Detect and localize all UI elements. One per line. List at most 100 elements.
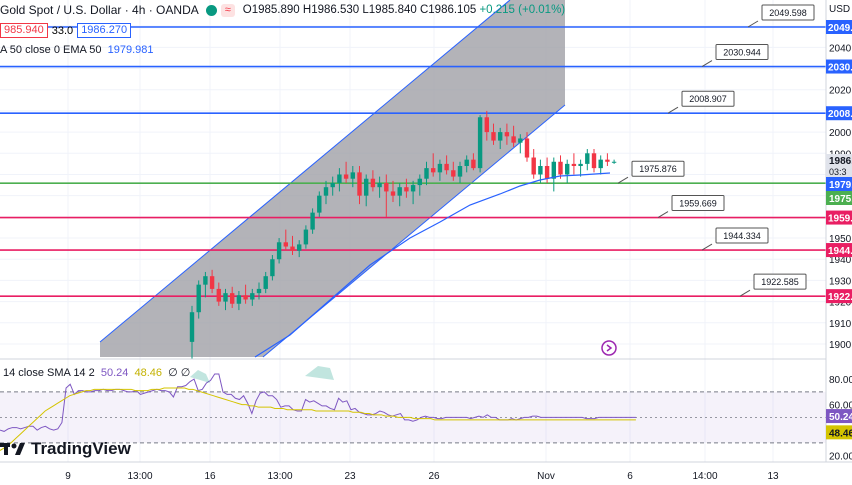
spread-value: 33.0	[51, 24, 74, 37]
candle-body	[531, 157, 536, 175]
candle-body	[431, 168, 436, 173]
rsi-legend[interactable]: 14 close SMA 14 2 50.24 48.46 ∅ ∅	[3, 366, 190, 379]
level-lines: 2049.598 2030.944 2008.907 1975.876 1959.669…	[0, 4, 826, 297]
candle-body	[578, 163, 583, 167]
time-tick: 16	[204, 471, 216, 482]
level-axis-tag	[826, 20, 852, 34]
ema-legend[interactable]: A 50 close 0 EMA 50 1979.981	[0, 44, 154, 56]
candle-body	[317, 195, 322, 213]
candle-body	[471, 159, 476, 169]
callout-pointer	[617, 176, 629, 184]
candle-body	[377, 182, 382, 188]
last-price-tag	[826, 154, 852, 178]
wave-icon[interactable]: ≈	[220, 3, 235, 17]
replay-icon-arrow	[606, 344, 613, 352]
symbol-title[interactable]: Gold Spot / U.S. Dollar · 4h · OANDA	[0, 3, 199, 17]
level-axis-value: 2008.	[828, 109, 852, 120]
buy-button[interactable]: 1986.270	[77, 23, 132, 38]
level-callout-box	[681, 90, 735, 107]
price-tick: 2040.0	[829, 43, 852, 54]
rsi-sma-axis-tag	[826, 425, 852, 440]
rsi-overbought-fill	[190, 370, 210, 383]
rsi-overbought-fill	[305, 366, 334, 380]
level-callout-box	[671, 195, 725, 212]
candle-body	[216, 288, 221, 302]
candle-body	[283, 242, 288, 247]
candle-body	[270, 259, 275, 277]
rsi-tick: 80.00	[829, 375, 852, 386]
tradingview-logo[interactable]: TradingView	[0, 439, 131, 459]
currency-label: USD	[829, 4, 850, 15]
time-axis: 9 13:00 16 13:00 23 26 Nov 6 14:00 13	[0, 461, 852, 482]
candle-body	[591, 153, 597, 169]
candle-body	[223, 293, 228, 302]
candle-body	[457, 166, 463, 177]
candle-body	[524, 138, 530, 158]
level-axis-value: 1944.	[828, 246, 852, 257]
time-tick: 26	[428, 471, 440, 482]
candle-body	[330, 182, 335, 188]
candle-body	[343, 174, 349, 179]
level-axis-tag	[826, 289, 852, 304]
candle-body	[203, 276, 208, 285]
time-tick: Nov	[537, 471, 555, 482]
logo-text: TradingView	[31, 439, 131, 458]
candle-body	[276, 242, 282, 260]
channel-upper-line	[99, 0, 511, 343]
callout-pointer	[739, 289, 751, 297]
candle-body	[297, 244, 302, 251]
candle-body	[451, 170, 456, 177]
level-callout-label: 1944.334	[723, 231, 761, 241]
ema-axis-tag	[826, 177, 852, 191]
rsi-axis-tag	[826, 409, 852, 424]
level-axis-tag	[826, 243, 852, 258]
trade-panel: 985.940 33.0 1986.270	[0, 23, 132, 38]
candle-body	[236, 295, 242, 304]
level-callout-box	[753, 273, 807, 290]
price-tick: 1910.0	[829, 319, 852, 330]
time-tick: 9	[65, 471, 71, 482]
time-tick: 13:00	[267, 471, 292, 482]
candle-body	[404, 187, 409, 192]
candle-body	[417, 178, 422, 186]
candle-body	[544, 166, 550, 179]
candle-body	[498, 132, 503, 141]
sell-button[interactable]: 985.940	[0, 23, 48, 38]
candle-body	[303, 229, 309, 245]
callout-pointer	[747, 20, 759, 28]
green-axis-tag	[826, 191, 852, 205]
ema-axis-value: 1979.	[829, 180, 852, 191]
market-open-icon	[205, 4, 217, 16]
level-callout-label: 2030.944	[723, 48, 761, 58]
candle-body	[263, 276, 268, 289]
candle-body	[397, 187, 402, 196]
candle-body	[504, 132, 510, 137]
candle-body	[444, 163, 449, 171]
level-callout-label: 1959.669	[679, 199, 717, 209]
level-callout-box	[761, 4, 815, 21]
candle-body	[364, 178, 369, 196]
rsi-extra: ∅ ∅	[168, 367, 191, 379]
price-axis-bg	[826, 0, 852, 485]
level-axis-tag	[826, 210, 852, 225]
candle-body	[558, 161, 563, 175]
candle-body	[384, 182, 389, 192]
time-tick: 13:00	[127, 471, 152, 482]
price-tick: 2000.0	[829, 128, 852, 139]
candle-body	[598, 159, 603, 169]
candle-body	[370, 178, 376, 188]
candle-body	[484, 117, 489, 133]
candle-body	[491, 132, 496, 141]
candle-body	[551, 161, 556, 179]
level-callout-box	[715, 44, 769, 61]
price-tick: 1940.0	[829, 255, 852, 266]
candle-body	[350, 172, 355, 179]
ohlc-high: H1986.530	[302, 4, 360, 16]
price-tick: 1900.0	[829, 340, 852, 351]
price-tick: 1930.0	[829, 276, 852, 287]
replay-icon	[601, 340, 617, 356]
green-axis-value: 1975.	[829, 194, 852, 205]
candle-body	[410, 185, 416, 192]
level-axis-value: 1959.	[828, 214, 852, 225]
